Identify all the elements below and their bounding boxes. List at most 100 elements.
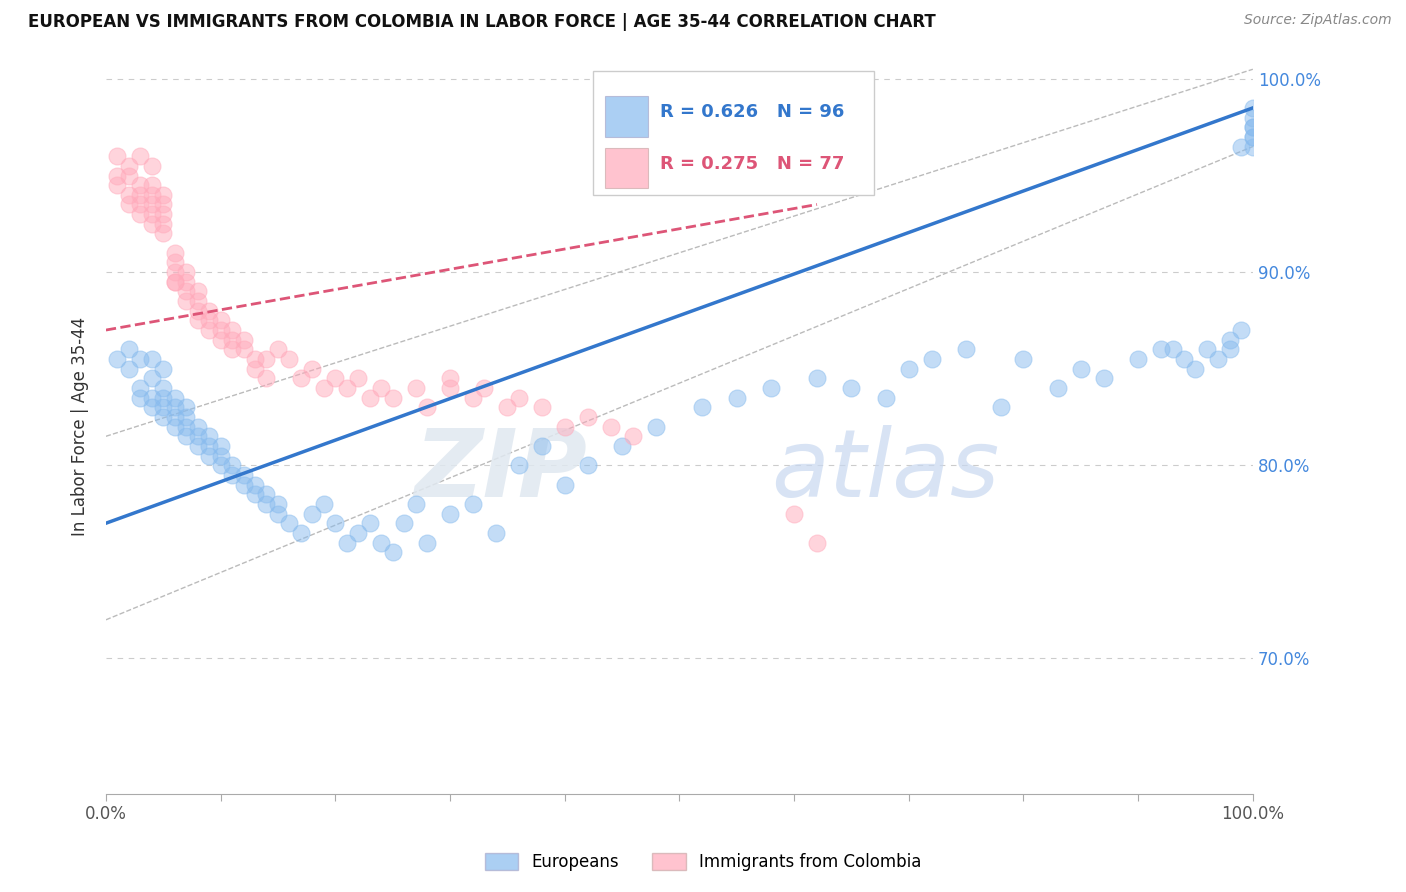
Point bbox=[209, 449, 232, 463]
Point bbox=[198, 449, 221, 463]
Point bbox=[152, 217, 174, 231]
Point bbox=[405, 497, 427, 511]
Point bbox=[129, 381, 152, 395]
Point bbox=[256, 487, 278, 501]
Point bbox=[1173, 351, 1195, 366]
Point bbox=[209, 458, 232, 473]
Point bbox=[439, 371, 461, 385]
Point bbox=[1219, 343, 1241, 357]
Point bbox=[141, 351, 163, 366]
Point bbox=[921, 351, 943, 366]
Point bbox=[141, 197, 163, 211]
Point bbox=[118, 169, 141, 183]
Point bbox=[1126, 351, 1149, 366]
Point bbox=[347, 525, 370, 540]
Point bbox=[243, 361, 266, 376]
Text: R = 0.275   N = 77: R = 0.275 N = 77 bbox=[659, 155, 844, 173]
Point bbox=[1241, 111, 1264, 125]
Point bbox=[405, 381, 427, 395]
Point bbox=[554, 477, 576, 491]
Point bbox=[187, 303, 209, 318]
Point bbox=[174, 265, 197, 279]
Point bbox=[759, 381, 782, 395]
Point bbox=[174, 275, 197, 289]
Point bbox=[841, 381, 863, 395]
Point bbox=[118, 159, 141, 173]
Point bbox=[312, 381, 335, 395]
Point bbox=[370, 535, 392, 549]
Point bbox=[232, 333, 254, 347]
Point bbox=[439, 381, 461, 395]
Point bbox=[187, 419, 209, 434]
Point bbox=[221, 467, 243, 482]
Point bbox=[243, 351, 266, 366]
Point bbox=[990, 401, 1012, 415]
Point bbox=[530, 401, 553, 415]
Point bbox=[198, 313, 221, 327]
Point bbox=[278, 516, 301, 531]
Point bbox=[1195, 343, 1218, 357]
Point bbox=[152, 187, 174, 202]
Point bbox=[508, 458, 530, 473]
Point bbox=[370, 381, 392, 395]
Point bbox=[187, 294, 209, 309]
Point bbox=[118, 197, 141, 211]
Point bbox=[163, 245, 186, 260]
Point bbox=[163, 419, 186, 434]
Point bbox=[336, 535, 359, 549]
Point bbox=[392, 516, 415, 531]
Point bbox=[163, 409, 186, 424]
Point bbox=[1219, 333, 1241, 347]
Point bbox=[267, 343, 290, 357]
Point bbox=[290, 371, 312, 385]
Point bbox=[152, 401, 174, 415]
Point bbox=[105, 169, 128, 183]
Point bbox=[141, 371, 163, 385]
Point bbox=[141, 159, 163, 173]
Point bbox=[256, 351, 278, 366]
Point bbox=[163, 255, 186, 269]
Point bbox=[474, 381, 496, 395]
Point bbox=[129, 178, 152, 193]
Point bbox=[1208, 351, 1230, 366]
Point bbox=[508, 391, 530, 405]
Point bbox=[152, 381, 174, 395]
Point bbox=[243, 487, 266, 501]
Point bbox=[290, 525, 312, 540]
Point bbox=[806, 535, 828, 549]
Point bbox=[129, 207, 152, 221]
Point bbox=[267, 497, 290, 511]
Point bbox=[1230, 323, 1253, 337]
Point bbox=[323, 371, 346, 385]
Point bbox=[381, 545, 404, 559]
Point bbox=[163, 275, 186, 289]
Point bbox=[1241, 129, 1264, 144]
Point bbox=[141, 391, 163, 405]
Point bbox=[359, 516, 381, 531]
Point bbox=[141, 217, 163, 231]
Point bbox=[232, 467, 254, 482]
Point bbox=[336, 381, 359, 395]
Point bbox=[323, 516, 346, 531]
Point bbox=[725, 391, 748, 405]
Point bbox=[439, 507, 461, 521]
Point bbox=[461, 391, 484, 405]
Point bbox=[955, 343, 977, 357]
Point bbox=[118, 343, 141, 357]
Point bbox=[163, 275, 186, 289]
Point bbox=[1161, 343, 1184, 357]
Text: EUROPEAN VS IMMIGRANTS FROM COLOMBIA IN LABOR FORCE | AGE 35-44 CORRELATION CHAR: EUROPEAN VS IMMIGRANTS FROM COLOMBIA IN … bbox=[28, 13, 936, 31]
Point bbox=[301, 507, 323, 521]
Point bbox=[461, 497, 484, 511]
Point bbox=[692, 401, 714, 415]
Point bbox=[105, 149, 128, 163]
Point bbox=[129, 187, 152, 202]
Point bbox=[198, 303, 221, 318]
Point bbox=[129, 197, 152, 211]
Point bbox=[610, 439, 633, 453]
Point bbox=[530, 439, 553, 453]
Point bbox=[141, 187, 163, 202]
Point bbox=[105, 351, 128, 366]
Point bbox=[576, 409, 599, 424]
Point bbox=[256, 497, 278, 511]
